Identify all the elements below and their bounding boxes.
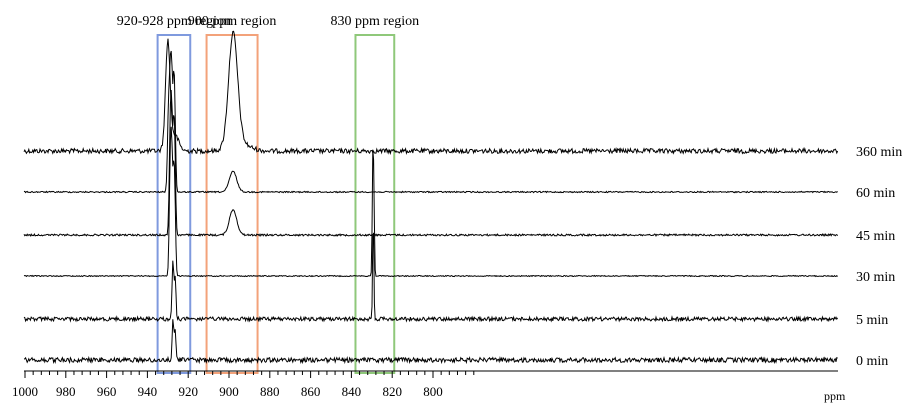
x-tick-label: 900 [219, 384, 239, 399]
spectrum-60-min [23, 50, 838, 194]
series-label-30-min: 30 min [856, 270, 895, 285]
series-labels: 360 min 60 min 45 min 30 min 5 min 0 min [856, 145, 902, 369]
region-box-2 [205, 34, 259, 374]
spectrum-45-min [23, 89, 839, 238]
region-label-3: 830 ppm region [331, 14, 420, 29]
spectrum-30-min [23, 126, 838, 278]
x-tick-label: 980 [56, 384, 76, 399]
x-tick-label: 1000 [12, 384, 38, 399]
spectrum-5-min [23, 232, 839, 323]
x-tick-label: 800 [423, 384, 443, 399]
spectrum-traces [23, 30, 839, 365]
x-tick-label: 960 [97, 384, 117, 399]
x-tick-label: 840 [342, 384, 362, 399]
region-box-1 [156, 34, 192, 374]
x-tick-label: 820 [382, 384, 402, 399]
series-label-45-min: 45 min [856, 229, 895, 244]
region-label-1: 920-928 ppm region [117, 14, 231, 29]
spectrum-0-min [23, 319, 838, 365]
region-label-2: 900 ppm region [188, 14, 277, 29]
x-tick-label: 920 [178, 384, 198, 399]
spectrum-360-min [23, 30, 839, 156]
x-axis-ticks: 1000 980 960 940 920 900 880 860 840 820 800 [12, 371, 475, 399]
series-label-60-min: 60 min [856, 186, 895, 201]
region-box-3 [354, 34, 396, 374]
series-label-0-min: 0 min [856, 354, 888, 369]
series-label-5-min: 5 min [856, 313, 888, 328]
x-tick-label: 860 [301, 384, 321, 399]
x-axis: 1000 980 960 940 920 900 880 860 840 820 800 [12, 370, 838, 399]
x-axis-unit-label: ppm [824, 389, 846, 403]
x-tick-label: 880 [260, 384, 280, 399]
x-tick-label: 940 [138, 384, 158, 399]
series-label-360-min: 360 min [856, 145, 902, 160]
